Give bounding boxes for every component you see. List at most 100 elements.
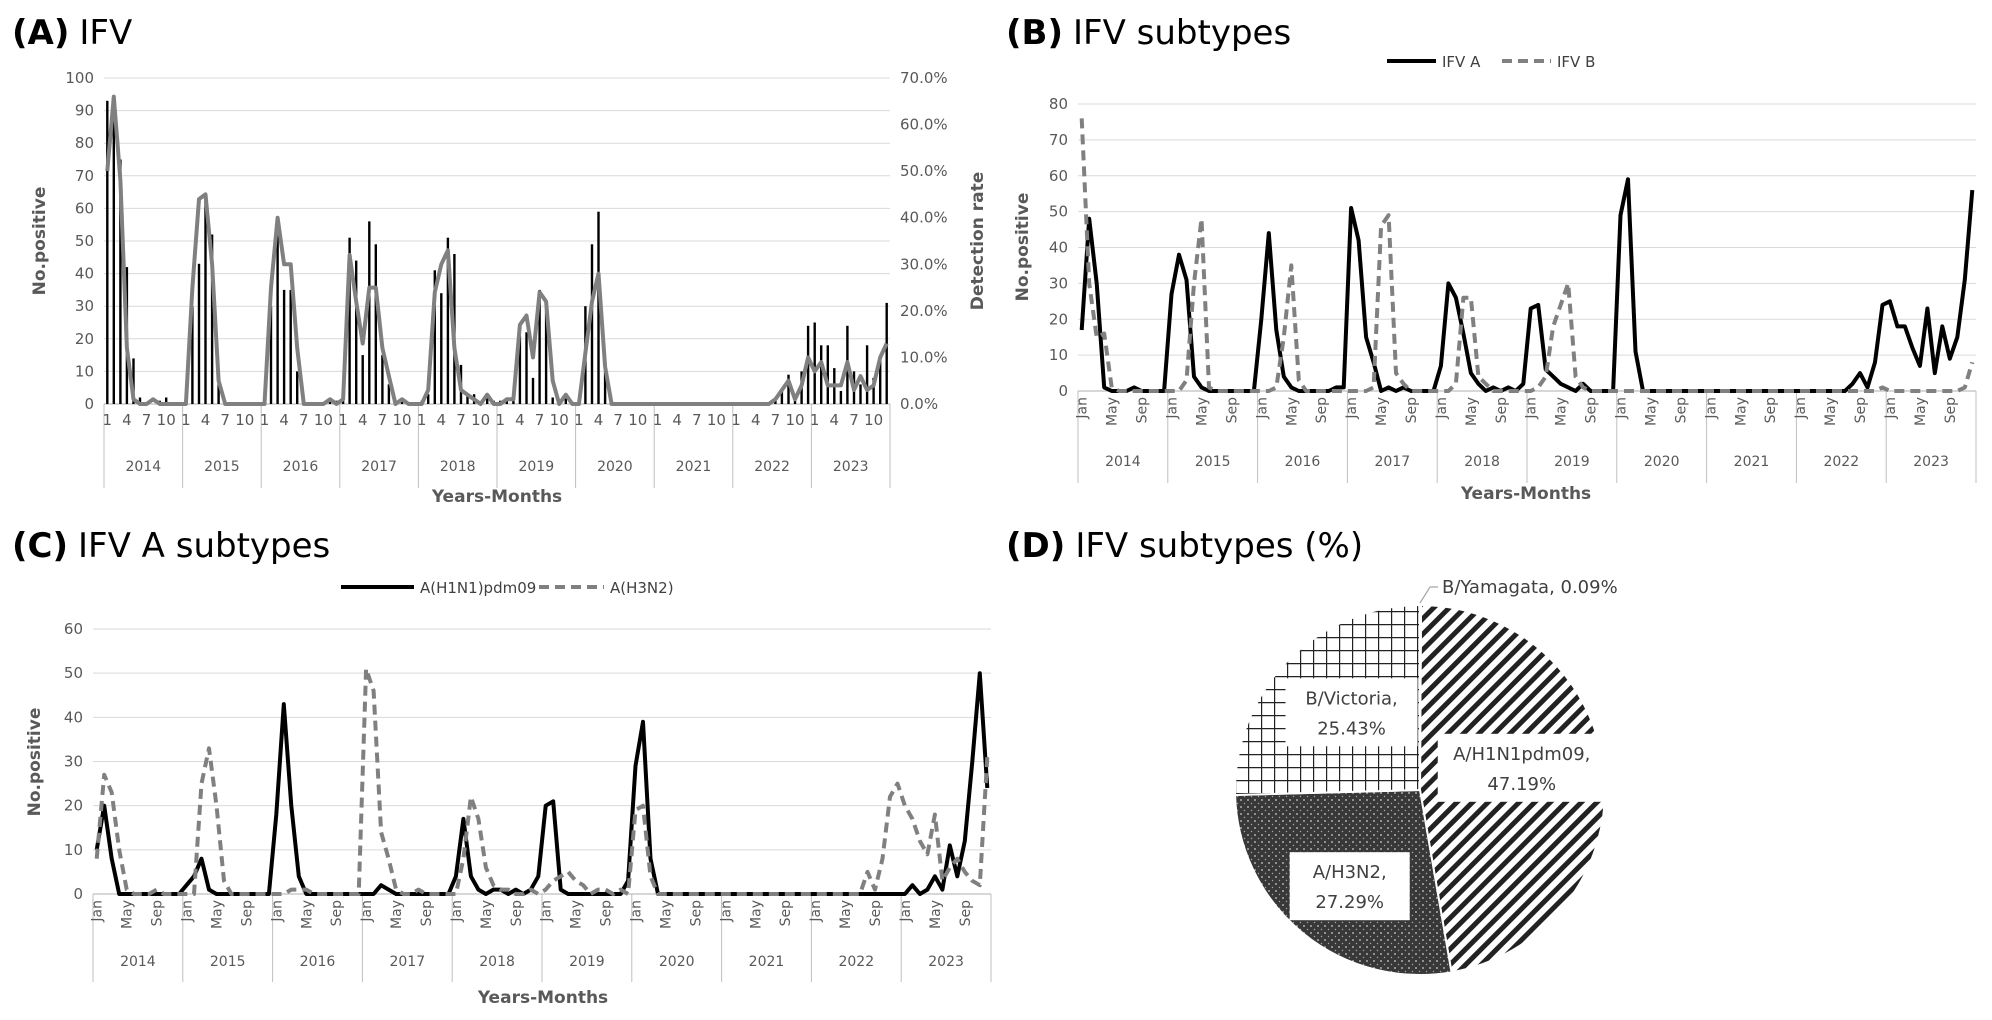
panel-b-xlabel: Years-Months [1460, 484, 1591, 504]
y-tick-label: 50 [75, 232, 94, 250]
bar-no-positive [400, 400, 404, 404]
year-label: 2015 [204, 459, 240, 475]
year-label: 2016 [300, 954, 336, 970]
month-tick-label: May [1105, 397, 1121, 426]
bar-no-positive [112, 100, 115, 405]
pie-label-name: A/H1N1pdm09, [1453, 744, 1590, 765]
month-tick-label: Jan [1075, 397, 1091, 420]
bar-no-positive [597, 211, 600, 404]
month-tick-label: 7 [849, 411, 859, 429]
year-label: 2018 [479, 954, 515, 970]
bar-no-positive [204, 198, 207, 404]
bar-no-positive [132, 358, 135, 404]
panel-d-title: IFV subtypes (%) [1075, 526, 1363, 566]
month-tick-label: Sep [1763, 397, 1779, 424]
month-tick-label: 7 [771, 411, 781, 429]
svg-text:(C)IFV A subtypes: (C) IFV A subtypes [12, 526, 330, 566]
pie-label-value: 27.29% [1315, 892, 1384, 913]
bar-no-positive [787, 374, 790, 404]
panel-c-xlabel: Years-Months [477, 988, 608, 1008]
year-label: 2023 [1913, 454, 1949, 470]
month-tick-label: Sep [688, 900, 704, 927]
bar-no-positive [210, 234, 214, 404]
bar-no-positive [826, 345, 829, 404]
month-tick-label: Sep [509, 900, 525, 927]
pie-label-name: B/Victoria, [1305, 688, 1397, 709]
year-label: 2021 [1734, 454, 1770, 470]
month-tick-label: May [1464, 397, 1480, 426]
bar-no-positive [551, 397, 554, 404]
y2-tick-label: 50.0% [900, 162, 948, 180]
month-tick-label: Sep [1943, 397, 1959, 424]
bar-no-positive [282, 289, 286, 404]
y-tick-label: 0 [1058, 382, 1068, 400]
bar-no-positive [446, 237, 450, 404]
panel-b-legend-ifv-b: IFV B [1557, 53, 1595, 71]
month-tick-label: 10 [628, 411, 647, 429]
y2-tick-label: 70.0% [900, 69, 948, 87]
month-tick-label: Jan [1434, 397, 1450, 420]
month-tick-label: 1 [496, 411, 506, 429]
series-line-a-h1n1-pdm09 [94, 671, 990, 896]
panel-a-label: (A) [12, 13, 69, 53]
y2-tick-label: 30.0% [900, 255, 948, 273]
year-label: 2017 [1374, 454, 1410, 470]
panel-c-legend: A(H1N1)pdm09 A(H3N2) [341, 579, 674, 597]
month-tick-label: Sep [329, 900, 345, 927]
bar-no-positive [531, 377, 535, 404]
y-tick-label: 10 [64, 841, 83, 859]
panel-c-ifv-a-subtypes: (C) IFV A subtypes A(H1N1)pdm09 A(H3N2) N… [12, 526, 992, 1008]
month-tick-label: 10 [471, 411, 490, 429]
month-tick-label: 4 [358, 411, 368, 429]
month-tick-label: 4 [437, 411, 447, 429]
bar-no-positive [289, 289, 292, 404]
month-tick-label: 1 [574, 411, 584, 429]
bar-no-positive [296, 371, 299, 404]
bar-no-positive [138, 397, 142, 404]
panel-d-ifv-subtypes-pct: (D) IFV subtypes (%) A/H1N1pdm09,47.19%A/… [1006, 526, 1618, 976]
series-line-detection-rate [105, 94, 889, 406]
month-tick-label: 10 [314, 411, 333, 429]
panel-c-label: (C) [12, 526, 68, 566]
year-label: 2018 [440, 459, 476, 475]
year-label: 2022 [1823, 454, 1859, 470]
year-label: 2019 [518, 459, 554, 475]
y-tick-label: 10 [1049, 346, 1068, 364]
month-tick-label: May [838, 900, 854, 929]
panel-a-xlabel: Years-Months [431, 487, 562, 507]
month-tick-label: 7 [613, 411, 623, 429]
bar-no-positive [328, 400, 332, 404]
month-tick-label: May [299, 900, 315, 929]
bar-no-positive [879, 355, 882, 404]
month-tick-label: Jan [180, 900, 196, 923]
y-tick-label: 20 [1049, 310, 1068, 328]
month-tick-label: 1 [731, 411, 741, 429]
month-tick-label: May [1733, 397, 1749, 426]
month-tick-label: May [1823, 397, 1839, 426]
month-tick-label: Sep [1584, 397, 1600, 424]
month-tick-label: 7 [220, 411, 230, 429]
bar-no-positive [525, 332, 528, 404]
month-tick-label: May [120, 900, 136, 929]
bar-no-positive [544, 302, 548, 404]
month-tick-label: 1 [338, 411, 348, 429]
panel-b-title: IFV subtypes [1073, 13, 1291, 53]
y-tick-label: 90 [75, 102, 94, 120]
panel-c-title: IFV A subtypes [78, 526, 330, 566]
month-tick-label: Sep [1673, 397, 1689, 424]
pie-leader-line [1419, 586, 1438, 604]
month-tick-label: Jan [1254, 397, 1270, 420]
bar-no-positive [106, 100, 109, 405]
y2-tick-label: 40.0% [900, 209, 948, 227]
month-tick-label: Sep [1494, 397, 1510, 424]
month-tick-label: Jan [1793, 397, 1809, 420]
svg-text:(A)IFV: (A) IFV [12, 13, 132, 53]
pie-label-name: A/H3N2, [1313, 862, 1387, 883]
bar-no-positive [865, 345, 869, 404]
month-tick-label: 7 [456, 411, 466, 429]
month-tick-label: 10 [392, 411, 411, 429]
month-tick-label: 4 [830, 411, 840, 429]
bar-no-positive [780, 391, 784, 404]
panel-a-y2label: Detection rate [968, 172, 988, 311]
